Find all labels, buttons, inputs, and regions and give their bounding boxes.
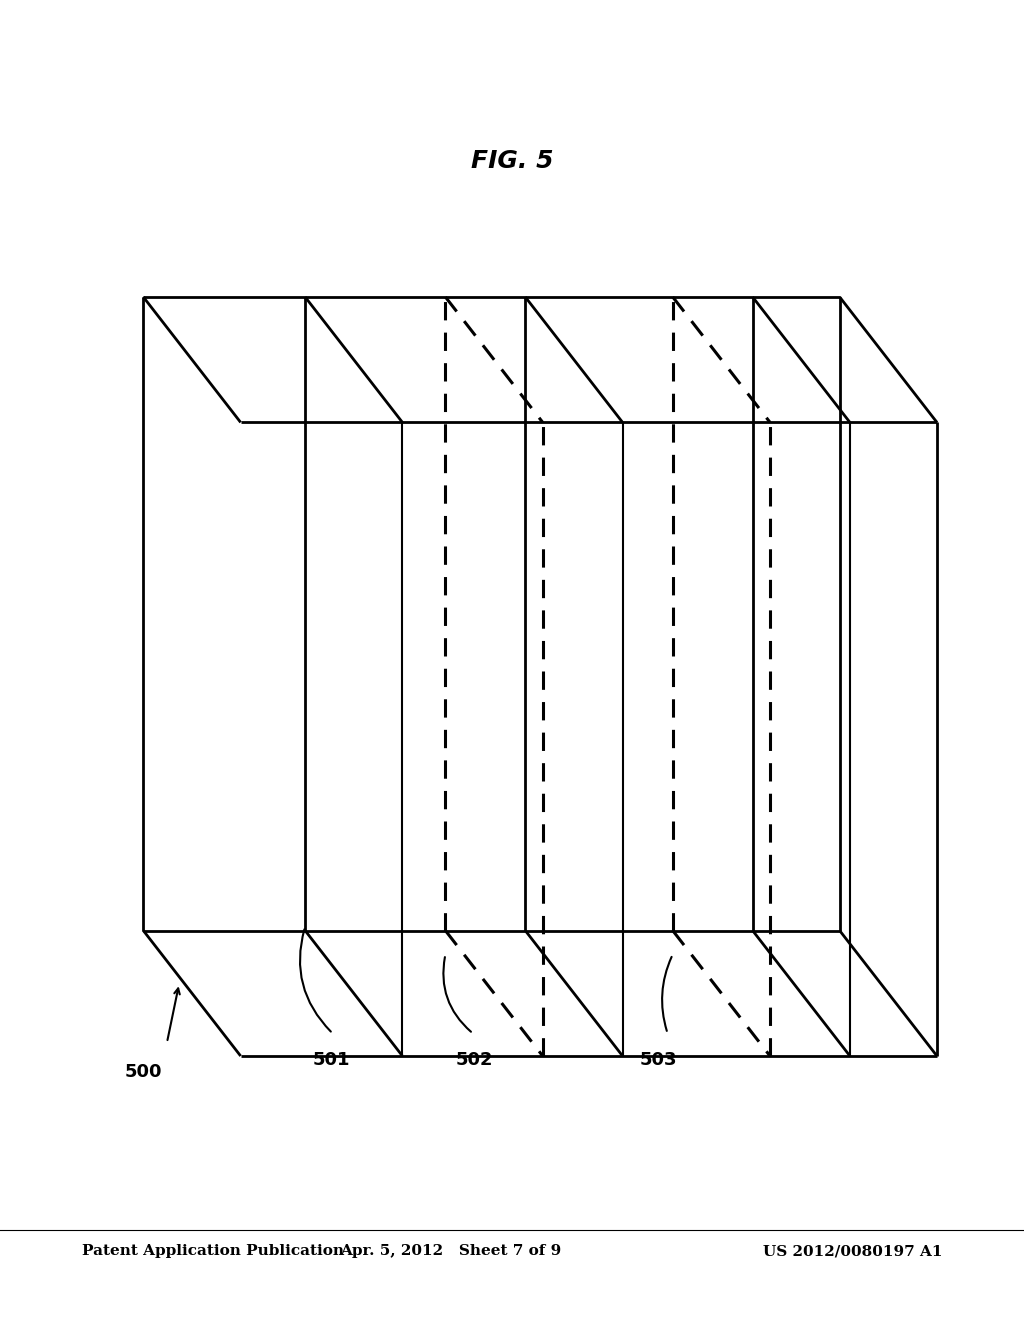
Text: Apr. 5, 2012   Sheet 7 of 9: Apr. 5, 2012 Sheet 7 of 9 [340, 1245, 561, 1258]
Text: FIG. 5: FIG. 5 [471, 149, 553, 173]
Text: US 2012/0080197 A1: US 2012/0080197 A1 [763, 1245, 942, 1258]
Text: 501: 501 [312, 1051, 350, 1069]
Text: 503: 503 [640, 1051, 678, 1069]
Text: 500: 500 [125, 1063, 163, 1081]
Text: Patent Application Publication: Patent Application Publication [82, 1245, 344, 1258]
Text: 502: 502 [456, 1051, 494, 1069]
